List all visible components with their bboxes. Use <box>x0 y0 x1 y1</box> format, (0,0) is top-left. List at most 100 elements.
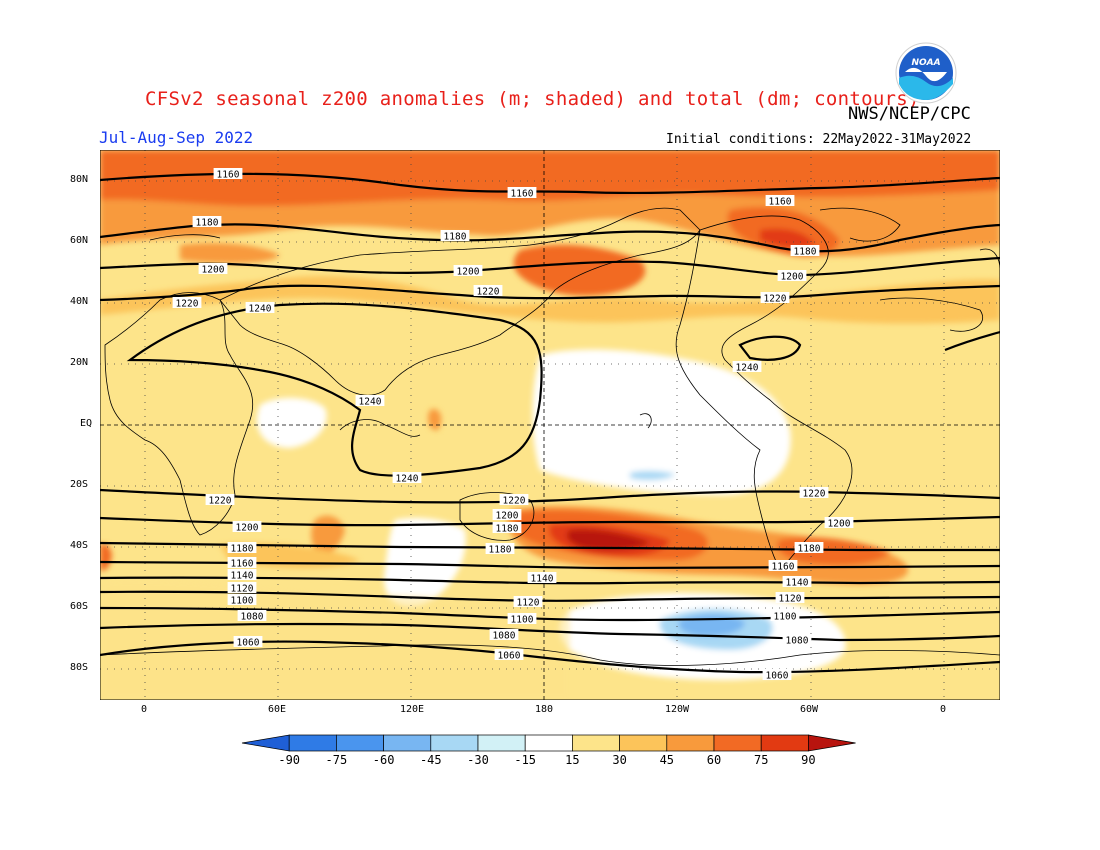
contour-1240-americas <box>738 335 802 361</box>
contour-label: 1140 <box>227 569 257 582</box>
svg-text:1200: 1200 <box>496 511 519 522</box>
contour-label: 1220 <box>172 297 202 310</box>
svg-text:1220: 1220 <box>477 287 500 298</box>
svg-text:1200: 1200 <box>202 265 225 276</box>
contour-label: 1180 <box>192 216 222 229</box>
contour-label: 1160 <box>213 168 243 181</box>
contour-label: 1080 <box>489 629 519 642</box>
contour-label: 1180 <box>440 230 470 243</box>
contour-label: 1120 <box>513 596 543 609</box>
colorbar-swatch <box>666 734 715 752</box>
contour-label: 1060 <box>233 636 263 649</box>
svg-text:1080: 1080 <box>786 636 809 647</box>
lon-label: 0 <box>141 704 148 715</box>
contour-label: 1100 <box>227 594 257 607</box>
contour-label: 1180 <box>794 542 824 555</box>
contour-1140-south <box>100 576 1000 585</box>
contour-1200-north <box>100 256 1000 277</box>
contour-label: 1240 <box>732 361 762 374</box>
colorbar-swatch <box>288 734 337 752</box>
svg-text:1140: 1140 <box>531 574 554 585</box>
contour-1180-north <box>100 223 1000 253</box>
contour-label: 1180 <box>492 522 522 535</box>
svg-text:1200: 1200 <box>236 523 259 534</box>
contour-1160-north <box>100 172 1000 195</box>
contour-label: 1060 <box>762 669 792 682</box>
colorbar-swatch <box>383 734 432 752</box>
contour-label: 1080 <box>237 610 267 623</box>
svg-text:1060: 1060 <box>766 671 789 682</box>
lon-label: 120W <box>665 704 690 715</box>
svg-text:1140: 1140 <box>231 571 254 582</box>
colorbar-label: -30 <box>467 753 489 767</box>
contour-label: 1220 <box>499 494 529 507</box>
contour-1180-south <box>100 541 1000 552</box>
contour-label: 1220 <box>205 494 235 507</box>
colorbar-swatch <box>430 734 479 752</box>
svg-text:1240: 1240 <box>396 474 419 485</box>
contour-label: 1120 <box>775 592 805 605</box>
contour-1200-south <box>100 515 1000 527</box>
lat-label: 60S <box>70 601 89 612</box>
lon-label: 60W <box>800 704 819 715</box>
agency-label: NWS/NCEP/CPC <box>848 104 971 124</box>
chart-title: CFSv2 seasonal z200 anomalies (m; shaded… <box>145 88 920 110</box>
contour-label: 1120 <box>227 582 257 595</box>
svg-text:1240: 1240 <box>359 397 382 408</box>
svg-text:1180: 1180 <box>444 232 467 243</box>
noaa-logo-icon: NOAA <box>895 42 957 104</box>
lat-labels: 80N 60N 40N 20N EQ 20S 40S 60S 80S <box>70 174 92 723</box>
svg-text:NOAA: NOAA <box>911 58 940 68</box>
contour-1240-east-edge <box>944 330 1000 352</box>
contour-label: 1240 <box>392 472 422 485</box>
contour-1240-africa-asia <box>126 302 543 477</box>
initial-conditions-label: Initial conditions: 22May2022-31May2022 <box>666 132 972 147</box>
lat-label: 60N <box>70 235 89 246</box>
lon-label: 180 <box>535 704 554 715</box>
colorbar-label: 90 <box>801 753 815 767</box>
contour-label: 1080 <box>782 634 812 647</box>
contour-label: 1200 <box>198 263 228 276</box>
colorbar-label: 15 <box>565 753 579 767</box>
colorbar-label: -15 <box>514 753 536 767</box>
contour-label: 1160 <box>227 557 257 570</box>
contour-1220-south <box>100 488 1000 504</box>
colorbar-swatch <box>477 734 526 752</box>
svg-text:1180: 1180 <box>794 247 817 258</box>
svg-text:1120: 1120 <box>517 598 540 609</box>
svg-text:1100: 1100 <box>511 615 534 626</box>
contour-label: 1180 <box>485 543 515 556</box>
lat-label: 20S <box>70 479 89 490</box>
svg-text:1200: 1200 <box>457 267 480 278</box>
svg-text:1180: 1180 <box>798 544 821 555</box>
contour-label: 1060 <box>494 649 524 662</box>
contour-label: 1240 <box>245 302 275 315</box>
colorbar-label: 75 <box>754 753 768 767</box>
svg-text:1220: 1220 <box>764 294 787 305</box>
svg-text:1140: 1140 <box>786 578 809 589</box>
svg-text:1200: 1200 <box>828 519 851 530</box>
contour-label: 1100 <box>507 613 537 626</box>
contour-1080-south <box>100 622 1000 642</box>
colorbar-swatch <box>713 734 762 752</box>
svg-text:1120: 1120 <box>779 594 802 605</box>
svg-text:1160: 1160 <box>511 189 534 200</box>
contour-label: 1220 <box>760 292 790 305</box>
graticule <box>100 150 1000 700</box>
colorbar-swatch <box>619 734 668 752</box>
svg-text:1100: 1100 <box>231 596 254 607</box>
colorbar-label: -90 <box>278 753 300 767</box>
colorbar-swatch <box>336 734 384 752</box>
contour-label: 1200 <box>492 509 522 522</box>
contour-label: 1200 <box>777 270 807 283</box>
contour-label: 1200 <box>824 517 854 530</box>
lon-label: 60E <box>268 704 287 715</box>
svg-text:1160: 1160 <box>769 197 792 208</box>
lat-label: 20N <box>70 357 89 368</box>
contour-label: 1140 <box>782 576 812 589</box>
colorbar-label: -45 <box>420 753 442 767</box>
lat-label: EQ <box>80 418 93 429</box>
lat-label: 40S <box>70 540 89 551</box>
